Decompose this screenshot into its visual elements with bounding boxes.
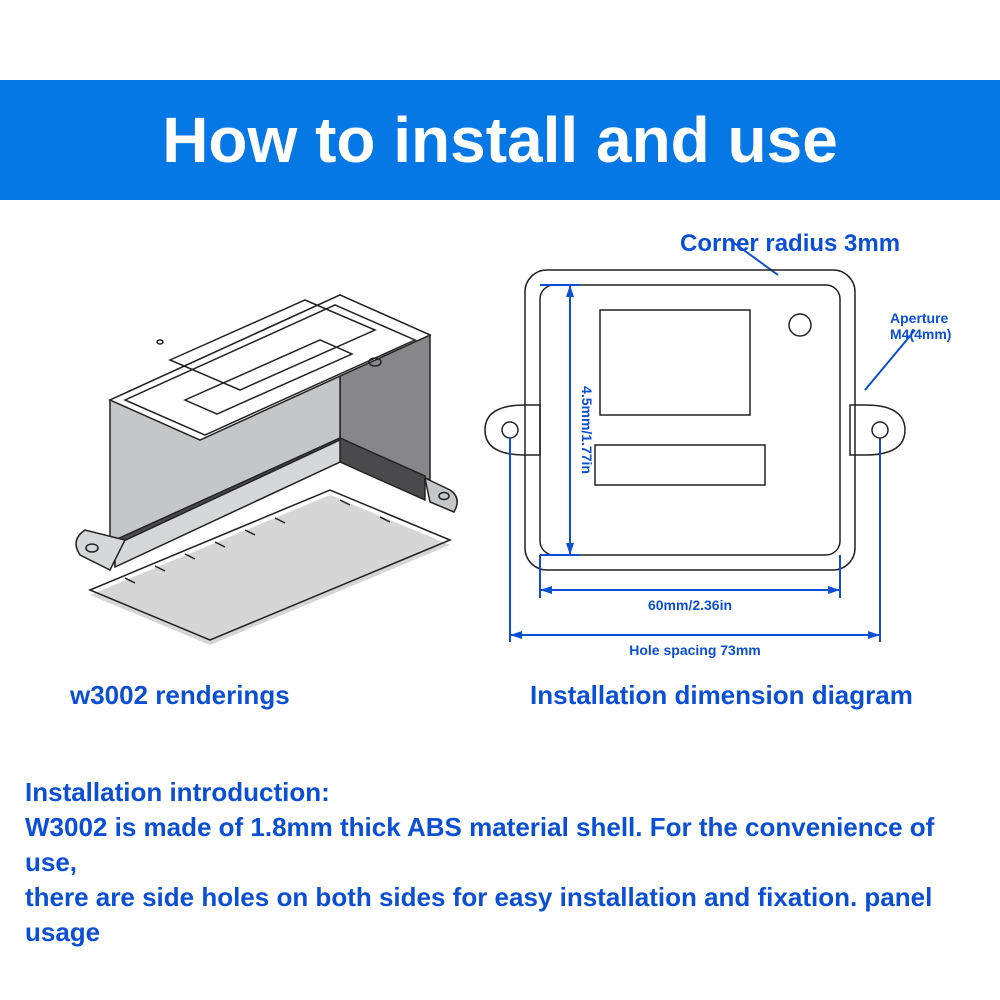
mount-tab-right [425, 478, 457, 512]
aperture-label: Aperture M4(4mm) [890, 310, 1000, 342]
corner-radius-label: Corner radius 3mm [680, 230, 900, 258]
led-circle-icon [789, 314, 811, 336]
title-banner: How to install and use [0, 80, 1000, 200]
svg-text:4.5mm/1.77in: 4.5mm/1.77in [579, 386, 595, 474]
intro-heading: Installation introduction: [25, 775, 975, 810]
dimension-diagram: 4.5mm/1.77in 60mm/2.36in Hole spacing 73… [470, 220, 1000, 670]
diagram-area: 4.5mm/1.77in 60mm/2.36in Hole spacing 73… [0, 220, 1000, 720]
intro-line2: there are side holes on both sides for e… [25, 880, 975, 950]
svg-text:60mm/2.36in: 60mm/2.36in [648, 597, 732, 613]
mount-hole-right [872, 422, 888, 438]
dim-width: 60mm/2.36in [540, 555, 840, 613]
banner-title: How to install and use [162, 103, 838, 177]
dim-height: 4.5mm/1.77in [540, 285, 595, 555]
intro-block: Installation introduction: W3002 is made… [25, 775, 975, 950]
left-caption: w3002 renderings [70, 680, 290, 711]
display-small [595, 445, 765, 485]
device-front-outline [485, 270, 905, 570]
dim-holespacing: Hole spacing 73mm [510, 438, 880, 658]
intro-line1: W3002 is made of 1.8mm thick ABS materia… [25, 810, 975, 880]
mount-hole-left [502, 422, 518, 438]
svg-text:Hole spacing 73mm: Hole spacing 73mm [629, 642, 761, 658]
rendering-3d [30, 240, 460, 660]
display-large [600, 310, 750, 415]
right-caption: Installation dimension diagram [530, 680, 913, 711]
